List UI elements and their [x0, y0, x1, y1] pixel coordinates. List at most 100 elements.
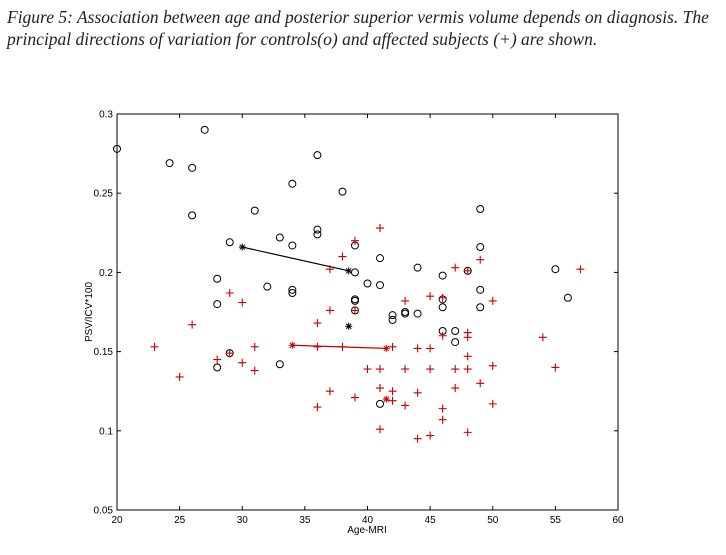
affected-point-marker — [551, 363, 560, 372]
affected-point-marker — [376, 224, 385, 233]
control-point-marker — [551, 265, 560, 274]
control-point-marker — [313, 151, 322, 160]
control-point-marker — [188, 163, 197, 172]
x-tick-label: 55 — [550, 515, 562, 526]
affected-point-marker — [463, 428, 472, 437]
x-tick-label: 60 — [612, 515, 624, 526]
star-marker — [382, 395, 390, 403]
control-point-marker — [313, 225, 322, 234]
control-point-marker — [363, 279, 372, 288]
affected-point-marker — [313, 403, 322, 412]
control-point-marker — [338, 187, 347, 196]
affected-point-marker — [401, 401, 410, 410]
affected-point-marker — [401, 296, 410, 305]
affected-point-marker — [238, 358, 247, 367]
affected-point-marker — [488, 361, 497, 370]
affected-point-marker — [438, 415, 447, 424]
affected-point-marker — [438, 404, 447, 413]
plot-area-frame — [116, 113, 619, 511]
affected-point-marker — [438, 293, 447, 302]
affected-point-marker — [188, 320, 197, 329]
affected-point-marker — [150, 342, 159, 351]
control-point-marker — [350, 295, 359, 304]
control-point-marker — [376, 399, 385, 408]
control-point-marker — [476, 285, 485, 294]
control-point-marker — [438, 303, 447, 312]
affected-point-marker — [350, 306, 359, 315]
principal-direction-endpoint — [382, 344, 390, 352]
affected-point-marker — [325, 265, 334, 274]
control-point-marker — [165, 159, 174, 168]
affected-point-marker — [426, 344, 435, 353]
control-point-marker — [275, 233, 284, 242]
affected-point-marker — [225, 288, 234, 297]
affected-point-marker — [576, 265, 585, 274]
affected-point-marker — [338, 252, 347, 261]
affected-point-marker — [426, 365, 435, 374]
control-point-marker — [288, 288, 297, 297]
affected-point-marker — [363, 365, 372, 374]
affected-point-marker — [313, 319, 322, 328]
control-point-marker — [188, 211, 197, 220]
affected-point-marker — [463, 333, 472, 342]
affected-point-marker — [388, 396, 397, 405]
y-tick-label: 0.1 — [99, 426, 113, 437]
control-point-marker — [263, 282, 272, 291]
affected-point-marker — [488, 296, 497, 305]
affected-point-marker — [413, 388, 422, 397]
control-point-marker — [213, 363, 222, 372]
affected-point-marker — [451, 384, 460, 393]
affected-point-marker — [388, 342, 397, 351]
affected-point-marker — [463, 352, 472, 361]
affected-point-marker — [463, 266, 472, 275]
control-point-marker — [388, 315, 397, 324]
affected-point-marker — [225, 349, 234, 358]
affected-point-marker — [250, 342, 259, 351]
control-point-marker — [250, 206, 259, 215]
x-tick-label: 30 — [237, 515, 249, 526]
affected-point-marker — [376, 384, 385, 393]
control-point-marker — [200, 125, 209, 134]
control-point-marker — [213, 274, 222, 283]
principal-direction-endpoint — [345, 267, 353, 275]
control-point-marker — [350, 268, 359, 277]
control-point-marker — [413, 263, 422, 272]
affected-point-marker — [426, 292, 435, 301]
affected-point-marker — [376, 425, 385, 434]
control-point-marker — [288, 179, 297, 188]
control-point-marker — [451, 338, 460, 347]
control-point-marker — [388, 311, 397, 320]
affected-point-marker — [238, 298, 247, 307]
x-tick-label: 20 — [111, 515, 123, 526]
affected-point-marker — [426, 431, 435, 440]
control-point-marker — [213, 300, 222, 309]
control-point-marker — [438, 271, 447, 280]
affected-point-marker — [476, 379, 485, 388]
star-marker — [345, 322, 353, 330]
affected-point-marker — [325, 387, 334, 396]
control-point-marker — [225, 238, 234, 247]
control-point-marker — [288, 241, 297, 250]
control-point-marker — [288, 285, 297, 294]
control-point-marker — [376, 254, 385, 263]
control-point-marker — [413, 309, 422, 318]
affected-point-marker — [401, 365, 410, 374]
x-axis-label: Age-MRI — [347, 525, 386, 536]
affected-point-marker — [451, 365, 460, 374]
affected-point-marker — [488, 399, 497, 408]
affected-point-marker — [451, 263, 460, 272]
control-point-marker — [476, 205, 485, 214]
control-point-marker — [313, 230, 322, 239]
control-point-marker — [401, 308, 410, 316]
principal-direction-endpoint — [288, 341, 296, 349]
affected-point-marker — [476, 255, 485, 264]
y-axis-label: PSV/ICV*100 — [84, 282, 95, 342]
affected-point-marker — [413, 344, 422, 353]
affected-point-marker — [313, 342, 322, 351]
x-tick-label: 35 — [299, 515, 311, 526]
affected-point-marker — [463, 365, 472, 374]
affected-point-marker — [376, 365, 385, 374]
y-tick-label: 0.05 — [94, 506, 114, 517]
affected-point-marker — [388, 387, 397, 396]
